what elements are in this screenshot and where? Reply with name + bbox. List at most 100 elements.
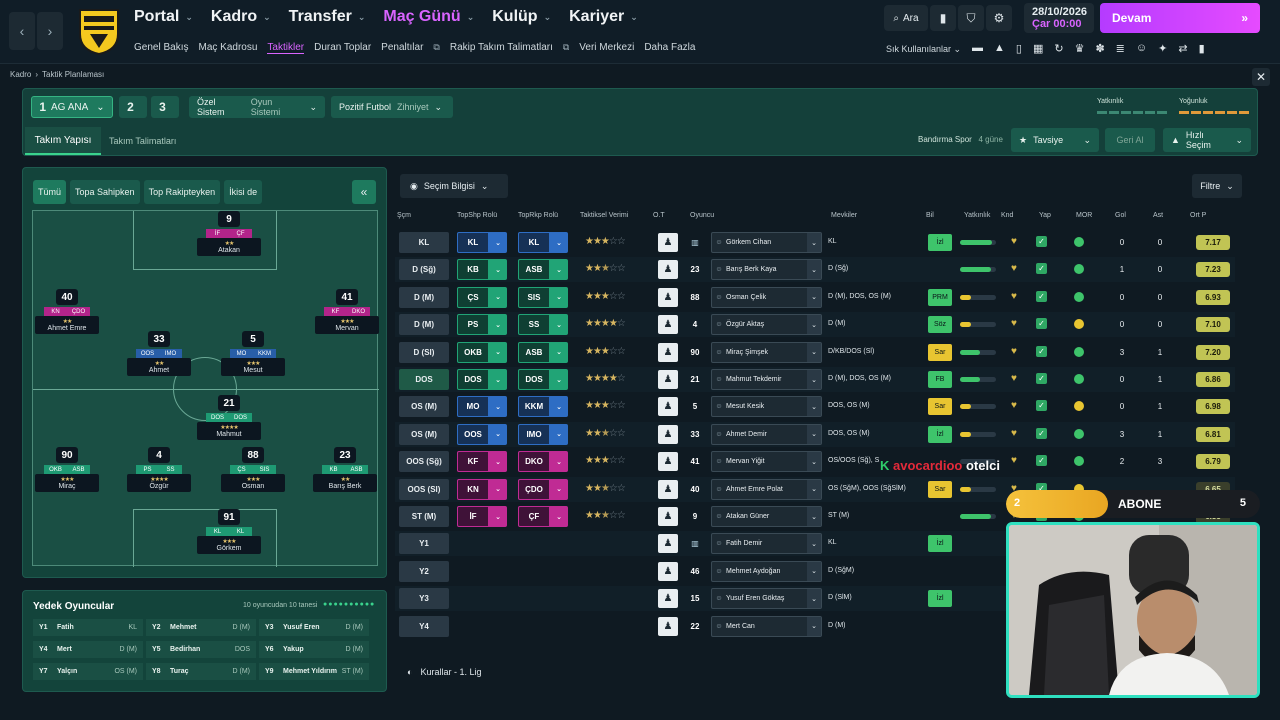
player-select[interactable]: ☺ Ahmet Demir ⌄	[711, 423, 822, 445]
nav-5[interactable]: Kariyer ⌄	[569, 8, 638, 25]
filter-button[interactable]: Filtre ⌄	[1192, 174, 1242, 198]
player-select[interactable]: ☺ Fatih Demir ⌄	[711, 533, 822, 555]
tab-team-instructions[interactable]: Takım Talimatları	[109, 136, 177, 146]
substitute-item[interactable]: Y1 Fatih KL	[33, 619, 143, 636]
familiarity-meter[interactable]: Yatkınlık	[1097, 98, 1169, 114]
substitute-item[interactable]: Y9 Mehmet Yıldırım ST (M)	[259, 663, 369, 680]
pitch-player[interactable]: 88 ÇS SIS ★★★ Osman	[221, 447, 285, 492]
checkbox-icon[interactable]: ✓	[1036, 318, 1047, 330]
selection-info-button[interactable]: ◉ Seçim Bilgisi ⌄	[400, 174, 508, 198]
checkbox-icon[interactable]: ✓	[1036, 290, 1047, 302]
column-header[interactable]: MOR	[1076, 212, 1093, 219]
in-possession-role-select[interactable]: KN ⌄	[457, 478, 507, 500]
nav-1[interactable]: Kadro ⌄	[210, 8, 271, 25]
position-slot[interactable]: OS (M)	[399, 396, 449, 418]
table-row[interactable]: OS (M) OOS ⌄ IMO ⌄ ★★★☆☆ ♟ 33 ☺ Ahmet Demir ⌄ DOS, …	[395, 421, 1235, 447]
in-possession-role-select[interactable]: İF ⌄	[457, 506, 507, 527]
substitute-item[interactable]: Y3 Yusuf Eren D (M)	[259, 619, 369, 636]
tactic-slot-2[interactable]: 2	[119, 96, 147, 118]
out-of-possession-role-select[interactable]: ASB ⌄	[518, 259, 568, 281]
pitch-player[interactable]: 91 KL KL ★★★ Görkem	[197, 509, 261, 554]
undo-button[interactable]: Geri Al	[1105, 128, 1155, 152]
player-silhouette-icon[interactable]: ♟	[658, 233, 678, 252]
in-possession-role-select[interactable]: OOS ⌄	[457, 423, 507, 445]
out-of-possession-role-select[interactable]: ÇF ⌄	[518, 506, 568, 527]
quick-select-button[interactable]: ▲ Hızlı Seçim ⌄	[1163, 128, 1251, 152]
checkbox-icon[interactable]: ✓	[1036, 263, 1047, 275]
column-header[interactable]: O.T	[653, 212, 665, 219]
player-silhouette-icon[interactable]: ♟	[658, 260, 678, 280]
position-slot[interactable]: DOS	[399, 369, 449, 390]
position-slot[interactable]: Y2	[399, 560, 449, 582]
pitch-player[interactable]: 9 İF ÇF ★★ Atakan	[197, 211, 261, 256]
position-slot[interactable]: D (Sğ)	[399, 259, 449, 281]
position-slot[interactable]: KL	[399, 232, 449, 253]
column-header[interactable]: Yap	[1039, 212, 1051, 219]
out-of-possession-role-select[interactable]: SIS ⌄	[518, 286, 568, 308]
in-possession-role-select[interactable]: PS ⌄	[457, 314, 507, 336]
in-possession-role-select[interactable]: OKB ⌄	[457, 341, 507, 363]
in-possession-role-select[interactable]: DOS ⌄	[457, 369, 507, 390]
column-header[interactable]: Şçm	[397, 212, 411, 219]
continue-button[interactable]: Devam»	[1100, 3, 1260, 33]
system-select[interactable]: Özel Sistem Oyun Sistemi ⌄	[189, 96, 325, 118]
column-header[interactable]: Oyuncu	[690, 212, 715, 219]
player-silhouette-icon[interactable]: ♟	[658, 452, 678, 472]
in-possession-role-select[interactable]: MO ⌄	[457, 396, 507, 418]
player-silhouette-icon[interactable]: ♟	[658, 561, 678, 581]
inbox-button[interactable]: ▮	[930, 5, 956, 31]
in-possession-role-select[interactable]: KF ⌄	[457, 451, 507, 473]
scout-icon[interactable]: ✦	[1158, 43, 1168, 55]
refresh-icon[interactable]: ↻	[1054, 43, 1064, 55]
database-icon[interactable]: ≣	[1115, 43, 1125, 55]
pitch-player[interactable]: 23 KB ASB ★★ Barış Berk	[313, 447, 377, 492]
subnav-6[interactable]: Veri Merkezi	[579, 42, 635, 53]
clipboard-icon[interactable]: ▦	[1032, 43, 1044, 55]
table-row[interactable]: Y2 ♟ 46 ☺ Mehmet Aydoğan ⌄ D (SğM)	[395, 559, 1235, 584]
close-button[interactable]: ✕	[1252, 68, 1270, 86]
position-slot[interactable]: D (Sl)	[399, 341, 449, 363]
pitch-player[interactable]: 4 PS SS ★★★★ Özgür	[127, 447, 191, 492]
finance-icon[interactable]: ▮	[1198, 43, 1205, 55]
substitute-item[interactable]: Y6 Yakup D (M)	[259, 641, 369, 658]
table-row[interactable]: KL KL ⌄ KL ⌄ ★★★☆☆ ♟ ▥ ☺ Görkem Cihan ⌄ KL İzl ♥ ✓ 0 0 7.…	[395, 230, 1235, 255]
position-slot[interactable]: OOS (Sl)	[399, 478, 449, 500]
out-of-possession-role-select[interactable]: DOS ⌄	[518, 369, 568, 390]
league-rules[interactable]: ◐ Kurallar - 1. Lig	[407, 667, 482, 677]
player-silhouette-icon[interactable]: ♟	[658, 616, 678, 636]
tab-team-shape[interactable]: Takım Yapısı	[25, 127, 101, 155]
chat-icon[interactable]: ▬	[972, 42, 983, 54]
checkbox-icon[interactable]: ✓	[1036, 345, 1047, 357]
pitch-player[interactable]: 21 DOS DOS ★★★★ Mahmut	[197, 395, 261, 440]
out-of-possession-role-select[interactable]: ÇDO ⌄	[518, 478, 568, 500]
kit-icon[interactable]: ▲	[994, 42, 1005, 54]
pitch-player[interactable]: 41 KF DKO ★★★ Mervan	[315, 289, 379, 334]
trophy-icon[interactable]: ♛	[1074, 43, 1085, 55]
game-date[interactable]: 28/10/2026 Çar 00:00	[1024, 3, 1094, 33]
player-silhouette-icon[interactable]: ♟	[658, 342, 678, 362]
filter-both[interactable]: İkisi de	[224, 180, 263, 204]
substitute-item[interactable]: Y8 Turaç D (M)	[146, 663, 256, 680]
club-logo[interactable]	[76, 6, 122, 56]
player-select[interactable]: ☺ Ahmet Emre Polat ⌄	[711, 478, 822, 500]
table-row[interactable]: Y4 ♟ 22 ☺ Mert Can ⌄ D (M)	[395, 614, 1235, 639]
group-icon[interactable]: ✽	[1095, 43, 1105, 55]
transfer-icon[interactable]: ⇄	[1178, 43, 1188, 55]
nav-3[interactable]: Maç Günü ⌄	[383, 8, 475, 25]
column-header[interactable]: Gol	[1115, 212, 1126, 219]
column-header[interactable]: TopShp Rolü	[457, 212, 498, 219]
position-slot[interactable]: D (M)	[399, 286, 449, 308]
table-row[interactable]: D (Sl) OKB ⌄ ASB ⌄ ★★★☆☆ ♟ 90 ☺ Miraç Şimşek ⌄ D/KB…	[395, 340, 1235, 365]
subnav-4[interactable]: Penaltılar	[381, 42, 424, 53]
filter-out-of-possession[interactable]: Top Rakipteyken	[143, 180, 221, 204]
checkbox-icon[interactable]: ✓	[1036, 455, 1047, 467]
checkbox-icon[interactable]: ✓	[1036, 482, 1047, 494]
column-header[interactable]: Mevkiler	[831, 212, 858, 219]
out-of-possession-role-select[interactable]: SS ⌄	[518, 314, 568, 336]
column-header[interactable]: TopRkp Rolü	[518, 212, 559, 219]
player-silhouette-icon[interactable]: ♟	[658, 315, 678, 335]
position-slot[interactable]: Y3	[399, 588, 449, 610]
column-header[interactable]: Knd	[1001, 212, 1014, 219]
checkbox-icon[interactable]: ✓	[1036, 427, 1047, 439]
back-button[interactable]: ‹	[9, 12, 35, 50]
